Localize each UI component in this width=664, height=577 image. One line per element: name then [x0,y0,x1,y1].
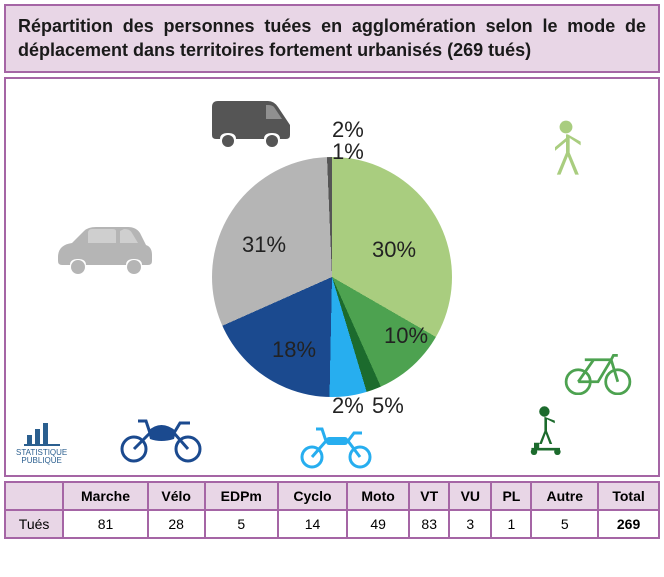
moped-icon [296,419,376,469]
chart-container: 2% 1% 30% 10% 2% 5% 18% 31% [4,77,660,477]
statistique-publique-logo: STATISTIQUE PUBLIQUE [16,421,67,465]
col-velo: Vélo [148,482,205,510]
pie-label-marche: 30% [372,237,416,263]
scooter-icon [526,405,568,457]
bicycle-icon [562,351,634,395]
cell-autre: 5 [531,510,598,538]
col-vu: VU [449,482,491,510]
cell-vt: 83 [409,510,449,538]
col-moto: Moto [347,482,409,510]
col-pl: PL [491,482,531,510]
cell-edpm: 5 [205,510,278,538]
pie-wrap: 2% 1% 30% 10% 2% 5% 18% 31% [212,157,452,397]
table-corner [5,482,63,510]
col-total: Total [598,482,659,510]
van-icon [206,97,296,149]
chart-title: Répartition des personnes tuées en agglo… [4,4,660,73]
pie-chart [212,157,452,397]
col-cyclo: Cyclo [278,482,347,510]
col-marche: Marche [63,482,148,510]
cell-total: 269 [598,510,659,538]
table-row: Tués 81 28 5 14 49 83 3 1 5 269 [5,510,659,538]
pie-label-cyclo: 5% [372,393,404,419]
pie-label-moto: 18% [272,337,316,363]
car-icon [46,219,156,279]
motorcycle-icon [116,409,206,463]
cell-vu: 3 [449,510,491,538]
cell-cyclo: 14 [278,510,347,538]
col-vt: VT [409,482,449,510]
cell-marche: 81 [63,510,148,538]
logo-line2: PUBLIQUE [16,457,67,465]
cell-velo: 28 [148,510,205,538]
pie-label-vu: 1% [332,139,364,165]
pie-label-vt: 31% [242,232,286,258]
data-table: Marche Vélo EDPm Cyclo Moto VT VU PL Aut… [4,481,660,539]
pie-label-velo: 10% [384,323,428,349]
pie-label-edpm: 2% [332,393,364,419]
col-edpm: EDPm [205,482,278,510]
col-autre: Autre [531,482,598,510]
cell-moto: 49 [347,510,409,538]
cell-pl: 1 [491,510,531,538]
pedestrian-icon [544,119,588,179]
row-label: Tués [5,510,63,538]
